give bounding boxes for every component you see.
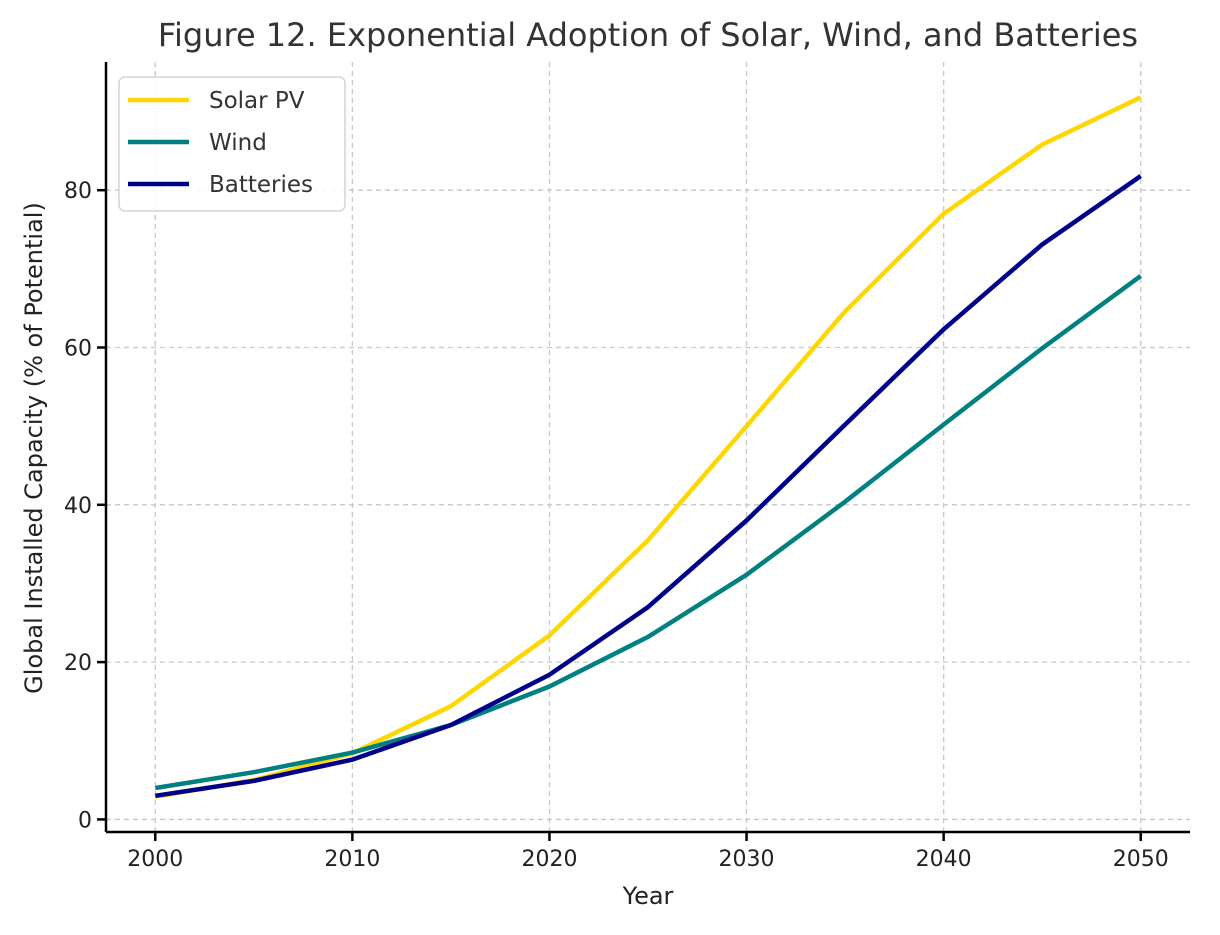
x-tick-label: 2000	[127, 847, 183, 872]
y-tick-label: 40	[64, 494, 92, 519]
chart-title: Figure 12. Exponential Adoption of Solar…	[158, 16, 1138, 54]
y-tick-label: 80	[64, 179, 92, 204]
x-tick-label: 2050	[1113, 847, 1169, 872]
series-line-solar-pv	[154, 95, 1142, 799]
x-tick-label: 2010	[324, 847, 380, 872]
x-tick-label: 2020	[521, 847, 577, 872]
legend-label: Solar PV	[209, 88, 305, 114]
legend-box	[118, 76, 346, 212]
y-tick-label: 0	[78, 808, 92, 833]
y-tick-label: 60	[64, 337, 92, 362]
legend-label: Batteries	[209, 172, 313, 198]
series-group	[154, 95, 1143, 799]
series-line-wind	[154, 274, 1143, 791]
legend-label: Wind	[209, 130, 267, 156]
x-axis-label: Year	[622, 882, 674, 910]
y-axis-label: Global Installed Capacity (% of Potentia…	[20, 202, 48, 694]
legend: Solar PV Wind Batteries	[118, 76, 346, 212]
x-tick-label: 2030	[719, 847, 775, 872]
y-tick-label: 20	[64, 651, 92, 676]
x-tick-label: 2040	[916, 847, 972, 872]
series-line-batteries	[154, 174, 1142, 799]
